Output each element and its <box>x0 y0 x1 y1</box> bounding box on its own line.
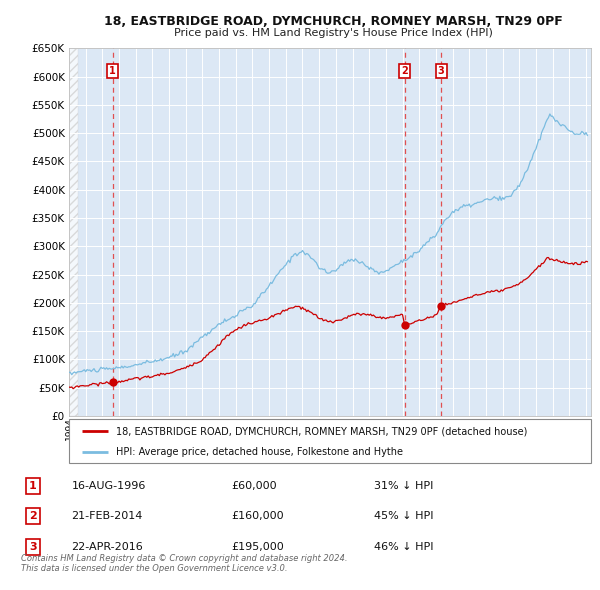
Text: Price paid vs. HM Land Registry's House Price Index (HPI): Price paid vs. HM Land Registry's House … <box>173 28 493 38</box>
Text: £60,000: £60,000 <box>232 481 277 491</box>
Text: 45% ↓ HPI: 45% ↓ HPI <box>374 512 434 522</box>
Text: 1: 1 <box>109 66 116 76</box>
Text: 2: 2 <box>401 66 408 76</box>
Text: 3: 3 <box>437 66 445 76</box>
Text: 2: 2 <box>29 512 37 522</box>
Text: 18, EASTBRIDGE ROAD, DYMCHURCH, ROMNEY MARSH, TN29 0PF (detached house): 18, EASTBRIDGE ROAD, DYMCHURCH, ROMNEY M… <box>116 427 527 436</box>
Text: 31% ↓ HPI: 31% ↓ HPI <box>374 481 434 491</box>
Text: Contains HM Land Registry data © Crown copyright and database right 2024.
This d: Contains HM Land Registry data © Crown c… <box>21 553 347 573</box>
Text: HPI: Average price, detached house, Folkestone and Hythe: HPI: Average price, detached house, Folk… <box>116 447 403 457</box>
Text: 21-FEB-2014: 21-FEB-2014 <box>71 512 143 522</box>
Text: 1: 1 <box>29 481 37 491</box>
FancyBboxPatch shape <box>69 419 591 463</box>
Text: 18, EASTBRIDGE ROAD, DYMCHURCH, ROMNEY MARSH, TN29 0PF: 18, EASTBRIDGE ROAD, DYMCHURCH, ROMNEY M… <box>104 15 562 28</box>
Text: 3: 3 <box>29 542 37 552</box>
Text: 22-APR-2016: 22-APR-2016 <box>71 542 143 552</box>
Text: 46% ↓ HPI: 46% ↓ HPI <box>374 542 434 552</box>
Text: 16-AUG-1996: 16-AUG-1996 <box>71 481 146 491</box>
Text: £160,000: £160,000 <box>232 512 284 522</box>
Text: £195,000: £195,000 <box>232 542 284 552</box>
